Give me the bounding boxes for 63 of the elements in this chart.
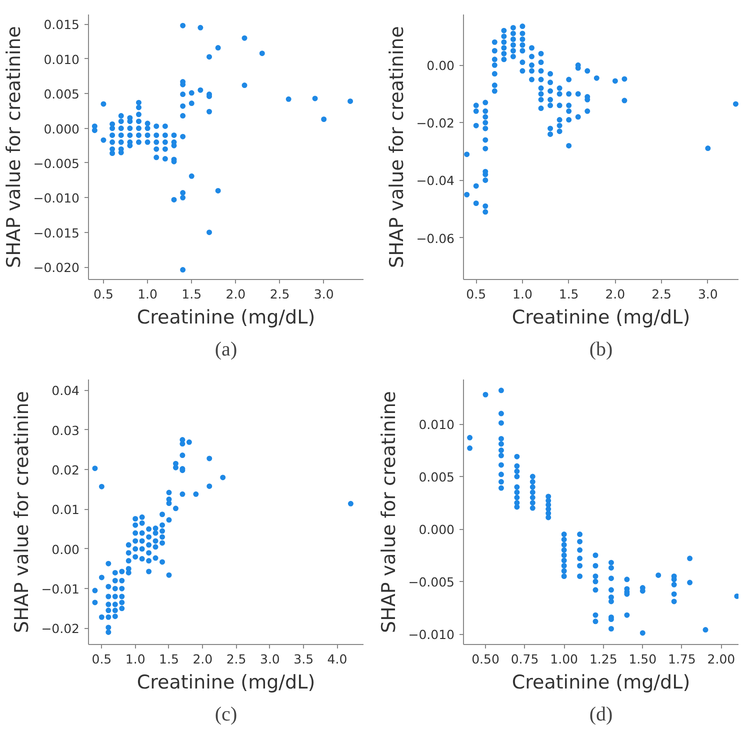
y-tick-label: 0.000 <box>418 522 455 538</box>
x-tick-label: 3.0 <box>260 652 280 666</box>
y-tick-label: −0.06 <box>416 230 455 246</box>
text: (b) <box>589 338 613 360</box>
x-tick-label: 2.5 <box>652 286 672 302</box>
x-tick-label: 1.5 <box>182 286 202 302</box>
x-tick-label: 1.0 <box>512 286 532 302</box>
x-tick-label: 1.00 <box>550 652 578 666</box>
y-tick-label: −0.010 <box>33 190 80 206</box>
x-tick-label: 1.5 <box>558 286 579 302</box>
y-tick-label: −0.04 <box>416 173 455 188</box>
x-axis-title: Creatinine (mg/dL) <box>512 672 690 694</box>
x-tick-label: 2.0 <box>605 286 626 302</box>
x-tick-label: 3.0 <box>698 286 718 302</box>
x-axis-title: Creatinine (mg/dL) <box>136 306 316 328</box>
y-tick-label: 0.010 <box>44 52 80 67</box>
y-tick-label: −0.020 <box>33 260 80 276</box>
x-tick-label: 0.5 <box>94 286 114 302</box>
y-tick-label: 0.015 <box>44 17 80 32</box>
y-tick-label: −0.005 <box>408 574 455 590</box>
y-tick-label: −0.02 <box>41 621 80 636</box>
x-tick-label: 3.0 <box>314 286 334 302</box>
text: (a) <box>214 338 238 360</box>
x-tick-label: 4.0 <box>327 652 348 666</box>
y-tick-label: 0.03 <box>52 422 80 438</box>
y-tick-label: 0.02 <box>52 462 80 478</box>
text: (c) <box>214 704 238 726</box>
y-tick-label: −0.015 <box>33 225 80 240</box>
x-tick-label: 2.5 <box>226 652 246 666</box>
y-tick-label: −0.01 <box>41 582 80 597</box>
y-tick-label: −0.02 <box>416 116 455 131</box>
y-tick-label: 0.01 <box>52 502 80 518</box>
x-tick-label: 0.75 <box>510 652 539 666</box>
x-tick-label: 1.25 <box>589 652 618 666</box>
x-tick-label: 1.75 <box>668 652 696 666</box>
x-tick-label: 1.50 <box>628 652 657 666</box>
x-tick-label: 0.5 <box>466 286 486 302</box>
x-axis-title: Creatinine (mg/dL) <box>512 306 690 328</box>
x-tick-label: 0.50 <box>472 652 500 666</box>
y-tick-label: 0.00 <box>52 542 80 557</box>
y-tick-label: −0.005 <box>33 156 80 171</box>
y-axis-title: SHAP value for creatinine <box>378 391 400 633</box>
y-axis-title: SHAP value for creatinine <box>11 391 34 633</box>
y-tick-label: 0.005 <box>44 86 80 102</box>
y-tick-label: 0.00 <box>426 58 455 74</box>
x-axis-title: Creatinine (mg/dL) <box>136 672 316 694</box>
x-tick-label: 2.00 <box>707 652 736 666</box>
y-tick-label: 0.000 <box>44 121 80 136</box>
y-axis-title: SHAP value for creatinine <box>386 26 408 268</box>
y-tick-label: 0.010 <box>418 417 455 432</box>
y-tick-label: 0.04 <box>52 383 80 398</box>
y-tick-label: −0.010 <box>408 627 455 642</box>
x-tick-label: 1.0 <box>138 286 158 302</box>
y-axis-title: SHAP value for creatinine <box>3 26 26 268</box>
x-tick-label: 1.5 <box>159 652 179 666</box>
x-tick-label: 3.5 <box>294 652 314 666</box>
text: (d) <box>589 704 613 726</box>
x-tick-label: 1.0 <box>125 652 146 666</box>
x-tick-label: 2.0 <box>226 286 246 302</box>
x-tick-label: 2.5 <box>270 286 290 302</box>
x-tick-label: 2.0 <box>192 652 213 666</box>
x-tick-label: 0.5 <box>92 652 112 666</box>
y-tick-label: 0.005 <box>418 470 455 485</box>
